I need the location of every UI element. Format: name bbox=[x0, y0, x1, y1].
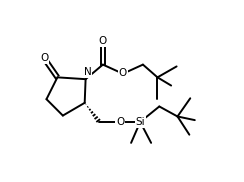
Text: O: O bbox=[40, 53, 48, 63]
Text: N: N bbox=[84, 67, 92, 77]
Text: O: O bbox=[99, 36, 107, 46]
Text: Si: Si bbox=[135, 117, 145, 127]
Text: O: O bbox=[116, 117, 124, 127]
Text: O: O bbox=[119, 68, 127, 78]
